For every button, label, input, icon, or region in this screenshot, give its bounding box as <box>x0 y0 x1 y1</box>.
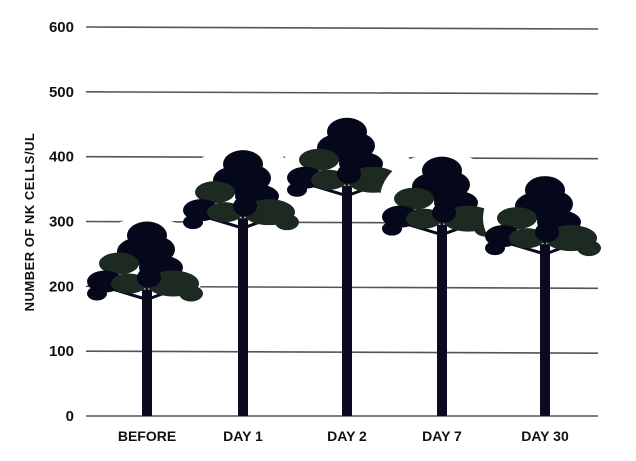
tree-bars <box>85 113 607 416</box>
gridline <box>85 26 599 30</box>
tree-crown-foliage <box>275 214 299 231</box>
tree-trunk <box>142 289 152 416</box>
tree-crown-foliage <box>179 285 203 302</box>
tree-crown-foliage <box>497 207 537 230</box>
tree-crown-foliage <box>394 187 434 210</box>
y-tick-label: 300 <box>49 214 74 231</box>
tree-crown-foliage <box>99 252 139 275</box>
tree-crown-foliage <box>299 148 339 171</box>
tree-crown-foliage <box>233 196 257 217</box>
tree-crown-foliage <box>183 215 203 230</box>
x-tick-label: DAY 2 <box>327 428 367 444</box>
y-tick-labels: 0 100 200 300 400 500 600 <box>49 19 74 425</box>
tree-crown-foliage <box>137 267 161 288</box>
tree-crown-foliage <box>432 202 456 223</box>
tree-trunk <box>238 218 248 416</box>
tree-bar-before <box>85 217 209 416</box>
y-tick-label: 400 <box>49 149 74 166</box>
tree-crown-foliage <box>577 240 601 257</box>
tree-trunk <box>540 244 550 416</box>
tree-crown-foliage <box>195 181 235 204</box>
tree-trunk <box>437 224 447 416</box>
tree-trunk <box>342 185 352 416</box>
tree-crown-foliage <box>535 222 559 243</box>
y-tick-label: 100 <box>49 343 74 360</box>
tree-bar-day-30 <box>483 172 607 416</box>
x-tick-label: BEFORE <box>118 428 176 444</box>
tree-crown-foliage <box>382 221 402 236</box>
tree-bar-day-2 <box>285 113 409 416</box>
x-tick-label: DAY 1 <box>223 428 263 444</box>
tree-crown-foliage <box>87 286 107 301</box>
y-tick-label: 200 <box>49 278 74 295</box>
tree-bar-day-7 <box>380 152 504 416</box>
x-tick-label: DAY 30 <box>521 428 569 444</box>
x-tick-labels: BEFORE DAY 1 DAY 2 DAY 7 DAY 30 <box>118 428 569 444</box>
x-tick-label: DAY 7 <box>422 428 462 444</box>
y-tick-label: 600 <box>49 19 74 36</box>
tree-bar-day-1 <box>181 146 305 416</box>
gridline <box>85 91 599 95</box>
tree-crown-foliage <box>485 241 505 256</box>
tree-crown-foliage <box>337 163 361 184</box>
y-tick-label: 500 <box>49 84 74 101</box>
tree-crown-foliage <box>287 182 307 197</box>
y-axis-label: NUMBER OF NK CELLS/UL <box>22 133 37 312</box>
y-tick-label: 0 <box>66 408 74 425</box>
